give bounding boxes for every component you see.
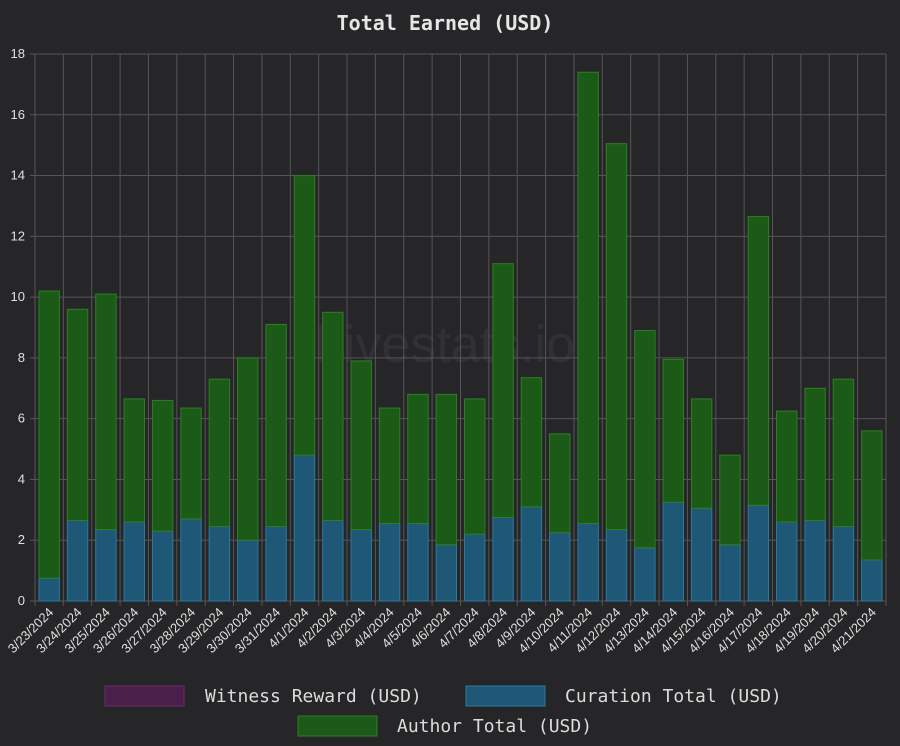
bar-segment[interactable]: [293, 175, 316, 456]
bar-segment[interactable]: [804, 519, 826, 602]
bar-segment[interactable]: [407, 523, 429, 602]
legend-item[interactable]: Witness Reward (USD): [104, 685, 422, 707]
bar-segment[interactable]: [690, 398, 713, 509]
bar-segment[interactable]: [237, 357, 259, 541]
bar-segment[interactable]: [549, 433, 571, 534]
bar-segment[interactable]: [719, 454, 741, 546]
bar-segment[interactable]: [38, 290, 60, 579]
bar-segment[interactable]: [66, 308, 89, 521]
bar-segment[interactable]: [463, 398, 486, 535]
bar-segment[interactable]: [776, 521, 798, 602]
bar-segment[interactable]: [662, 358, 684, 503]
bar-segment[interactable]: [293, 454, 316, 602]
bar-segment[interactable]: [435, 393, 458, 546]
bar-segment[interactable]: [549, 532, 571, 602]
bar-segment[interactable]: [208, 378, 231, 528]
bar-segment[interactable]: [605, 143, 628, 531]
bar-segment[interactable]: [208, 526, 231, 602]
bar-segment[interactable]: [747, 216, 770, 506]
legend[interactable]: Witness Reward (USD) Curation Total (USD)…: [104, 685, 782, 737]
legend-label: Author Total (USD): [397, 716, 592, 737]
bar-segment[interactable]: [322, 311, 344, 521]
bar-segment[interactable]: [492, 263, 514, 518]
y-tick-label: 18: [11, 46, 25, 61]
bar-segment[interactable]: [832, 378, 855, 528]
bar-segment[interactable]: [95, 293, 117, 531]
bar-segment[interactable]: [378, 523, 401, 602]
legend-label: Curation Total (USD): [565, 686, 782, 707]
bar-segment[interactable]: [861, 559, 883, 602]
bar-segment[interactable]: [662, 501, 684, 602]
bar-segment[interactable]: [804, 387, 826, 521]
legend-item[interactable]: Author Total (USD): [297, 715, 592, 737]
bar-segment[interactable]: [577, 523, 599, 602]
legend-swatch: [104, 685, 185, 707]
bar-segment[interactable]: [690, 507, 713, 602]
chart-title: Total Earned (USD): [337, 11, 554, 35]
bar-segment[interactable]: [634, 330, 656, 549]
bar-segment[interactable]: [407, 393, 429, 525]
legend-label: Witness Reward (USD): [205, 686, 422, 707]
bar-segment[interactable]: [776, 410, 798, 523]
legend-item[interactable]: Curation Total (USD): [465, 685, 782, 707]
bar-segment[interactable]: [520, 377, 543, 508]
bar-segment[interactable]: [180, 518, 202, 602]
bar-segment[interactable]: [350, 360, 372, 531]
bars: [38, 71, 883, 602]
y-tick-label: 14: [11, 168, 25, 183]
bar-segment[interactable]: [747, 504, 770, 602]
bar-segment[interactable]: [634, 547, 656, 602]
bar-segment[interactable]: [832, 526, 855, 602]
bar-segment[interactable]: [435, 544, 458, 602]
bar-segment[interactable]: [378, 407, 401, 525]
bar-segment[interactable]: [463, 533, 486, 602]
bar-segment[interactable]: [577, 71, 599, 525]
bar-segment[interactable]: [350, 529, 372, 602]
y-axis: 0 2 4 6 8 10 12 14 16 18: [11, 46, 25, 608]
bar-segment[interactable]: [66, 519, 89, 602]
bar-segment[interactable]: [861, 430, 883, 561]
bar-segment[interactable]: [265, 323, 287, 528]
x-axis: 3/23/20243/24/20243/25/20243/26/20243/27…: [5, 605, 879, 657]
y-tick-label: 16: [11, 107, 25, 122]
legend-swatch: [297, 715, 378, 737]
bar-segment[interactable]: [492, 516, 514, 602]
bar-segment[interactable]: [322, 519, 344, 602]
bar-segment[interactable]: [605, 529, 628, 602]
y-tick-label: 6: [18, 411, 25, 426]
bar-segment[interactable]: [123, 521, 145, 602]
y-tick-label: 10: [11, 289, 25, 304]
bar-segment[interactable]: [95, 529, 117, 602]
y-tick-label: 0: [18, 593, 25, 608]
bar-segment[interactable]: [237, 539, 259, 602]
bar-segment[interactable]: [520, 506, 543, 602]
y-tick-label: 4: [18, 471, 25, 486]
bar-segment[interactable]: [38, 577, 60, 602]
y-tick-label: 2: [18, 532, 25, 547]
y-tick-label: 12: [11, 228, 25, 243]
bar-segment[interactable]: [719, 544, 741, 602]
bar-segment[interactable]: [265, 526, 287, 602]
bar-segment[interactable]: [180, 407, 202, 520]
legend-swatch: [465, 685, 546, 707]
bar-segment[interactable]: [151, 530, 174, 602]
bar-segment[interactable]: [151, 399, 174, 532]
y-tick-label: 8: [18, 350, 25, 365]
bar-segment[interactable]: [123, 398, 145, 523]
